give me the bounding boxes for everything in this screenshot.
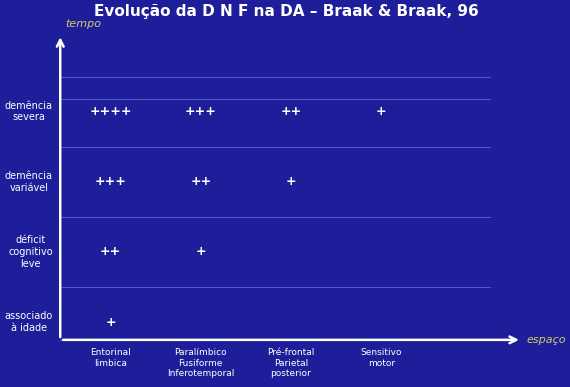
Text: déficit
cognitivo
leve: déficit cognitivo leve <box>9 235 53 269</box>
Text: demência
severa: demência severa <box>5 101 53 122</box>
Text: associado
à idade: associado à idade <box>5 311 53 333</box>
Text: +: + <box>105 315 116 329</box>
Text: Paralímbico
Fusiforme
Inferotemporal: Paralímbico Fusiforme Inferotemporal <box>167 348 234 378</box>
Text: espaço: espaço <box>526 335 566 345</box>
Text: Entorinal
limbica: Entorinal limbica <box>90 348 131 368</box>
Text: ++: ++ <box>280 105 302 118</box>
Text: +++: +++ <box>185 105 217 118</box>
Title: Evolução da D N F na DA – Braak & Braak, 96: Evolução da D N F na DA – Braak & Braak,… <box>94 4 479 19</box>
Text: ++++: ++++ <box>89 105 132 118</box>
Text: ++: ++ <box>190 175 211 188</box>
Text: +: + <box>286 175 296 188</box>
Text: demência
variável: demência variável <box>5 171 53 193</box>
Text: Pré-frontal
Parietal
posterior: Pré-frontal Parietal posterior <box>267 348 315 378</box>
Text: +: + <box>376 105 386 118</box>
Text: Sensitivo
motor: Sensitivo motor <box>360 348 402 368</box>
Text: +: + <box>196 245 206 259</box>
Text: +++: +++ <box>95 175 127 188</box>
Text: tempo: tempo <box>65 19 101 29</box>
Text: ++: ++ <box>100 245 121 259</box>
